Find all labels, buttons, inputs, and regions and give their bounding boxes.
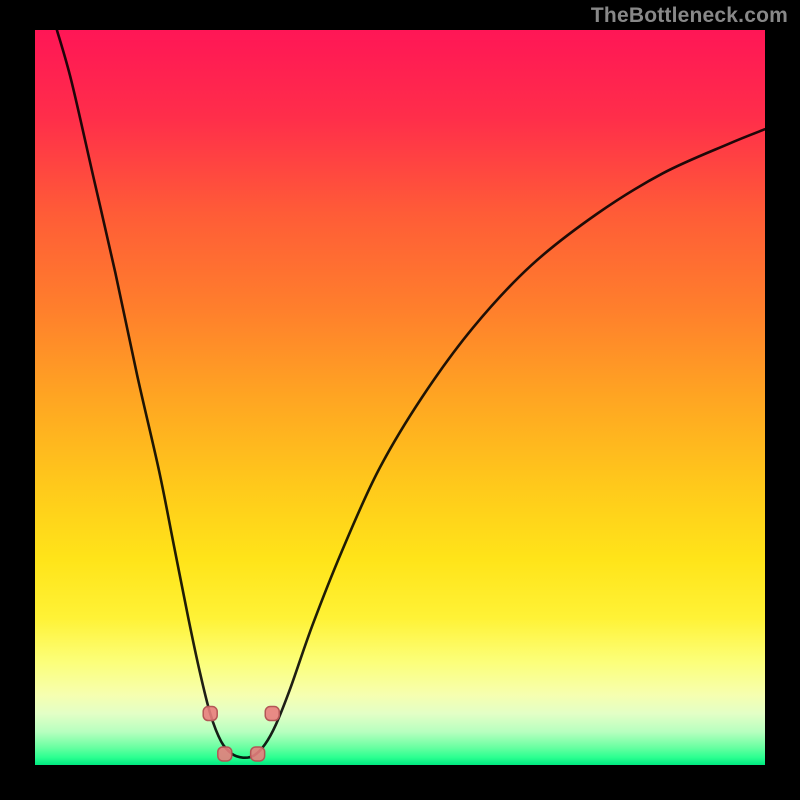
marker-1 [218,747,232,761]
marker-group [203,707,279,761]
plot-area [35,30,765,765]
marker-3 [265,707,279,721]
marker-2 [251,747,265,761]
bottleneck-curve [57,30,765,758]
marker-0 [203,707,217,721]
curve-layer [35,30,765,765]
watermark-text: TheBottleneck.com [591,4,788,28]
